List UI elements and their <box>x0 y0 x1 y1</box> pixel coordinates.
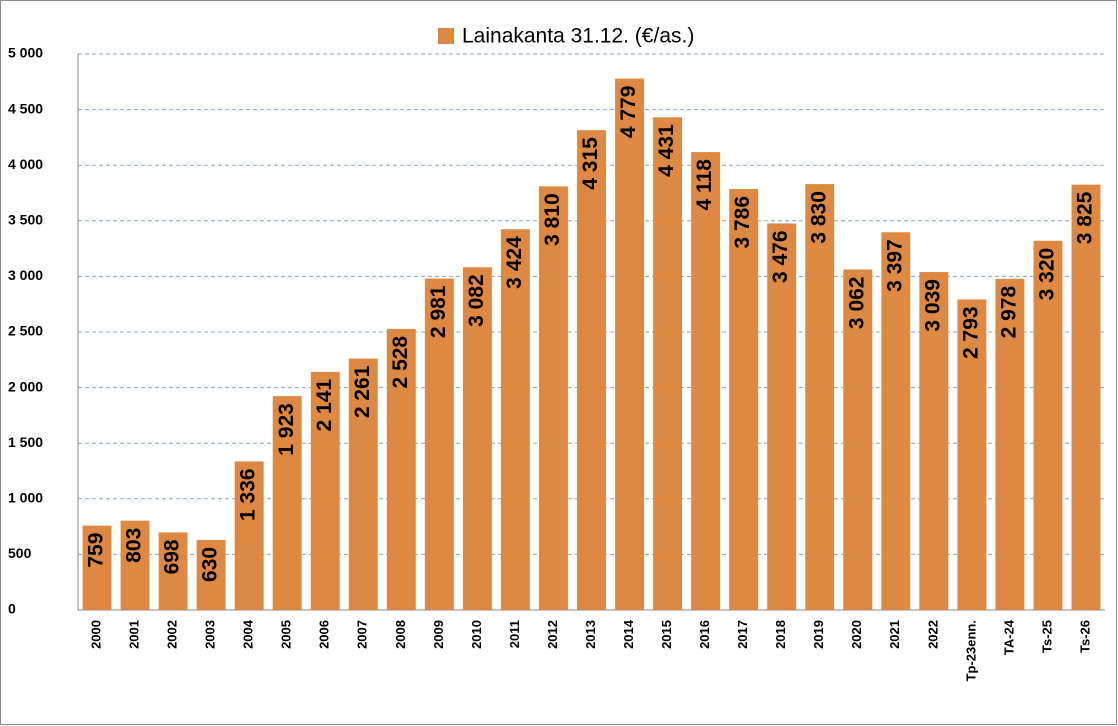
x-tick-label: 2022 <box>925 620 940 649</box>
value-label: 2 528 <box>389 336 412 389</box>
bar <box>767 223 797 610</box>
x-tick-label: 2002 <box>165 620 180 649</box>
value-label: 3 397 <box>883 239 906 292</box>
value-label: 3 082 <box>465 274 488 327</box>
y-tick-label: 4 000 <box>8 156 43 172</box>
value-label: 4 779 <box>617 86 640 139</box>
y-tick-label: 0 <box>8 601 16 617</box>
y-tick-label: 3 000 <box>8 267 43 283</box>
x-tick-label: 2016 <box>697 620 712 649</box>
x-tick-label: 2018 <box>773 620 788 649</box>
bar <box>729 188 759 610</box>
bar <box>82 525 112 610</box>
x-tick-label: Ts-25 <box>1039 620 1054 653</box>
y-tick-label: 500 <box>8 545 32 561</box>
y-tick-label: 3 500 <box>8 212 43 228</box>
value-label: 2 261 <box>351 365 374 418</box>
x-tick-label: 2009 <box>431 620 446 649</box>
value-label: 1 336 <box>237 468 260 521</box>
value-label: 3 810 <box>541 193 564 246</box>
value-label: 2 978 <box>997 286 1020 339</box>
y-tick-label: 1 500 <box>8 434 43 450</box>
value-label: 3 786 <box>731 196 754 249</box>
bar <box>1033 240 1063 611</box>
y-tick-label: 2 000 <box>8 378 43 394</box>
x-tick-label: 2010 <box>469 620 484 649</box>
bar <box>196 539 226 610</box>
legend-label: Lainakanta 31.12. (€/as.) <box>462 25 694 48</box>
value-label: 4 315 <box>579 137 602 190</box>
value-label: 3 825 <box>1074 191 1097 244</box>
bar <box>310 371 340 610</box>
value-label: 2 141 <box>313 379 336 432</box>
x-tick-label: 2021 <box>887 620 902 649</box>
x-tick-label: 2019 <box>811 620 826 649</box>
value-label: 2 793 <box>959 306 982 359</box>
value-label: 3 424 <box>503 236 526 289</box>
bar <box>577 130 606 610</box>
bar <box>881 232 911 610</box>
x-tick-label: 2004 <box>241 619 256 649</box>
x-tick-label: 2012 <box>545 620 560 649</box>
bar <box>348 358 378 610</box>
value-label: 3 062 <box>845 277 868 330</box>
value-label: 3 476 <box>769 230 792 283</box>
y-tick-label: 5 000 <box>8 45 43 61</box>
value-label: 3 320 <box>1035 248 1058 301</box>
x-tick-label: 2006 <box>317 620 332 649</box>
x-tick-label: 2008 <box>393 620 408 649</box>
value-label: 803 <box>123 528 146 563</box>
value-label: 1 923 <box>275 403 298 456</box>
value-label: 3 830 <box>807 191 830 244</box>
x-tick-label: 2011 <box>507 620 522 648</box>
x-tick-label: 2001 <box>126 620 141 649</box>
x-tick-label: 2013 <box>583 620 598 649</box>
bar <box>424 278 454 610</box>
bar <box>995 278 1025 610</box>
value-label: 4 118 <box>693 159 716 211</box>
bar <box>691 152 721 610</box>
bar <box>539 186 568 610</box>
x-tick-label: Ts-26 <box>1077 620 1092 653</box>
x-tick-label: 2000 <box>88 620 103 649</box>
x-tick-label: 2020 <box>849 620 864 649</box>
value-label: 3 039 <box>921 279 944 332</box>
value-label: 2 981 <box>427 285 450 338</box>
bar <box>234 461 264 610</box>
bar <box>462 267 492 610</box>
value-label: 630 <box>199 547 222 582</box>
y-tick-label: 1 000 <box>8 490 43 506</box>
x-tick-label: 2015 <box>659 620 674 649</box>
bar <box>386 328 416 610</box>
bar <box>272 396 302 610</box>
bar <box>615 78 644 611</box>
bar <box>158 532 188 610</box>
bar <box>957 299 987 610</box>
bar <box>805 184 835 610</box>
bar <box>653 117 683 610</box>
legend-swatch <box>438 28 454 44</box>
x-tick-label: TA-24 <box>1001 619 1016 655</box>
y-tick-label: 2 500 <box>8 323 43 339</box>
value-label: 759 <box>85 533 108 568</box>
x-tick-label: 2007 <box>355 620 370 649</box>
bar <box>500 229 530 610</box>
value-label: 698 <box>161 539 184 574</box>
x-tick-label: 2014 <box>621 619 636 649</box>
x-tick-label: Tp-23enn. <box>963 620 978 681</box>
bar <box>843 269 873 610</box>
value-label: 4 431 <box>655 124 678 177</box>
x-tick-label: 2017 <box>735 620 750 649</box>
bar <box>919 272 949 610</box>
bar <box>1071 184 1101 610</box>
bar <box>120 520 150 610</box>
y-tick-label: 4 500 <box>8 100 43 116</box>
x-tick-label: 2005 <box>279 620 294 649</box>
x-tick-label: 2003 <box>203 620 218 649</box>
